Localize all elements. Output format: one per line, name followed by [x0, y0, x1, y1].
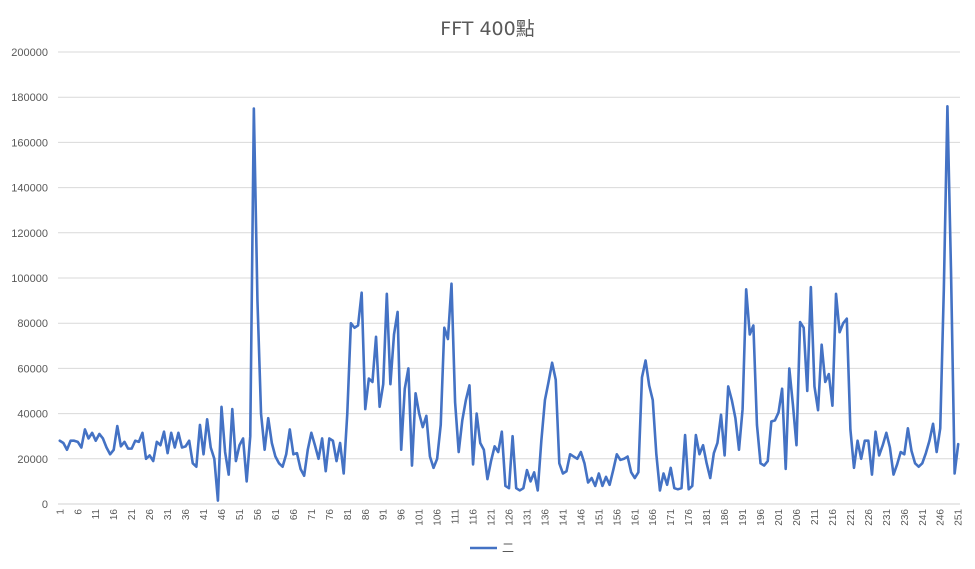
chart-title: FFT 400點	[440, 18, 535, 40]
x-tick-label: 76	[325, 509, 336, 521]
x-tick-label: 226	[864, 509, 875, 526]
x-tick-label: 36	[181, 509, 192, 521]
gridlines	[58, 51, 960, 505]
x-tick-label: 66	[289, 509, 300, 521]
x-tick-label: 56	[253, 509, 264, 521]
x-tick-label: 131	[522, 509, 533, 526]
x-tick-label: 141	[558, 509, 569, 526]
x-tick-label: 136	[540, 509, 551, 526]
x-tick-label: 186	[720, 509, 731, 526]
y-tick-label: 120000	[11, 228, 48, 240]
x-tick-label: 71	[307, 509, 318, 521]
x-tick-label: 101	[415, 509, 426, 526]
x-tick-label: 176	[684, 509, 695, 526]
x-tick-label: 251	[954, 509, 965, 526]
x-tick-label: 166	[648, 509, 659, 526]
x-tick-label: 61	[271, 509, 282, 521]
y-tick-label: 200000	[11, 47, 48, 59]
x-tick-label: 51	[235, 509, 246, 521]
x-tick-label: 46	[217, 509, 228, 521]
y-tick-label: 180000	[11, 92, 48, 104]
x-tick-label: 146	[576, 509, 587, 526]
y-tick-label: 100000	[11, 273, 48, 285]
y-tick-label: 80000	[17, 318, 48, 330]
x-tick-label: 171	[666, 509, 677, 526]
x-tick-label: 181	[702, 509, 713, 526]
x-tick-label: 161	[630, 509, 641, 526]
x-tick-label: 111	[451, 509, 462, 525]
x-tick-label: 11	[91, 509, 102, 520]
legend: 二	[470, 541, 514, 555]
x-tick-label: 156	[612, 509, 623, 526]
x-tick-label: 151	[594, 509, 605, 526]
x-tick-label: 211	[810, 509, 821, 525]
legend-label: 二	[502, 541, 514, 555]
y-axis-tick-labels: 0 20000 40000 60000 80000 100000 120000 140000 1…	[11, 47, 48, 511]
x-tick-label: 116	[469, 509, 480, 525]
y-tick-label: 0	[42, 499, 48, 511]
y-tick-label: 160000	[11, 137, 48, 149]
x-tick-label: 81	[343, 509, 354, 521]
x-tick-label: 236	[900, 509, 911, 526]
x-tick-label: 221	[846, 509, 857, 526]
x-tick-label: 21	[127, 509, 138, 521]
x-axis-tick-labels: 1 6 11 16 21 26 31 36 41 46 51 56 61 66 71 76 81 86 91 96 10…	[55, 509, 964, 526]
x-tick-label: 1	[55, 509, 66, 515]
x-tick-label: 91	[379, 509, 390, 521]
x-tick-label: 216	[828, 509, 839, 526]
x-tick-label: 241	[918, 509, 929, 526]
x-tick-label: 196	[756, 509, 767, 526]
x-tick-label: 231	[882, 509, 893, 526]
x-tick-label: 246	[936, 509, 947, 526]
x-tick-label: 41	[199, 509, 210, 521]
x-tick-label: 96	[397, 509, 408, 521]
x-tick-label: 86	[361, 509, 372, 521]
x-tick-label: 31	[163, 509, 174, 521]
x-tick-label: 126	[505, 509, 516, 526]
x-tick-label: 106	[433, 509, 444, 526]
y-tick-label: 20000	[17, 454, 48, 466]
x-tick-label: 206	[792, 509, 803, 526]
x-tick-label: 6	[73, 509, 84, 515]
y-tick-label: 140000	[11, 183, 48, 195]
x-tick-label: 26	[145, 509, 156, 521]
x-tick-label: 201	[774, 509, 785, 526]
series-layer	[58, 104, 960, 502]
y-tick-label: 60000	[17, 363, 48, 375]
x-tick-label: 191	[738, 509, 749, 526]
x-tick-label: 16	[109, 509, 120, 521]
series-line-二	[58, 104, 960, 502]
y-tick-label: 40000	[17, 409, 48, 421]
x-tick-label: 121	[487, 509, 498, 526]
